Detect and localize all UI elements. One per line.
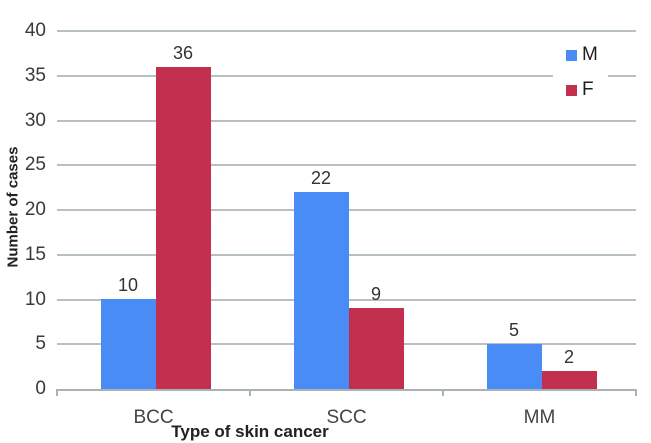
x-axis-tick [442,389,444,396]
y-axis-tick-label: 30 [24,110,46,131]
y-axis-tick-label: 5 [35,333,46,354]
y-axis-tick-label: 0 [35,378,46,399]
bar-scc-f [349,308,404,389]
y-axis-tick-label: 40 [24,20,46,41]
bar-group-scc: 22 9 [250,31,443,389]
category-label-mm: MM [523,407,556,428]
legend-item-f: F [566,79,598,101]
bar-mm-m [487,344,542,389]
bar-mm-f [542,371,597,389]
y-axis-tick-label: 25 [24,154,46,175]
gridline [57,164,636,166]
bar-bcc-f [156,67,211,389]
legend-label: M [582,44,598,65]
bar-bcc-m [101,299,156,389]
legend-swatch-m [566,49,577,61]
x-axis-title: Type of skin cancer [171,422,329,441]
bar-group-bcc: 10 36 [57,31,250,389]
bar-scc-m [294,192,349,389]
y-axis-tick-label: 20 [24,199,46,220]
bar-value-label: 22 [310,168,332,188]
x-axis-tick [249,389,251,396]
y-axis-tick-label: 10 [24,289,46,310]
bar-value-label: 36 [172,43,194,63]
category-label-bcc: BCC [133,407,174,428]
gridline [57,120,636,122]
y-axis-tick-label: 15 [24,244,46,265]
category-label-scc: SCC [326,407,367,428]
plot-area: 10 36 22 9 5 2 [56,30,637,396]
legend-item-m: M [566,44,598,66]
bar-value-label: 9 [370,284,382,304]
gridline [57,75,636,77]
legend-label: F [582,79,594,100]
bar-value-label: 2 [563,347,575,367]
bar-value-label: 10 [117,275,139,295]
x-axis-tick [635,389,637,396]
legend-swatch-f [566,84,577,96]
x-axis-tick [56,389,58,396]
gridline [57,30,636,32]
bar-value-label: 5 [508,320,520,340]
y-axis-tick-label: 35 [24,65,46,86]
